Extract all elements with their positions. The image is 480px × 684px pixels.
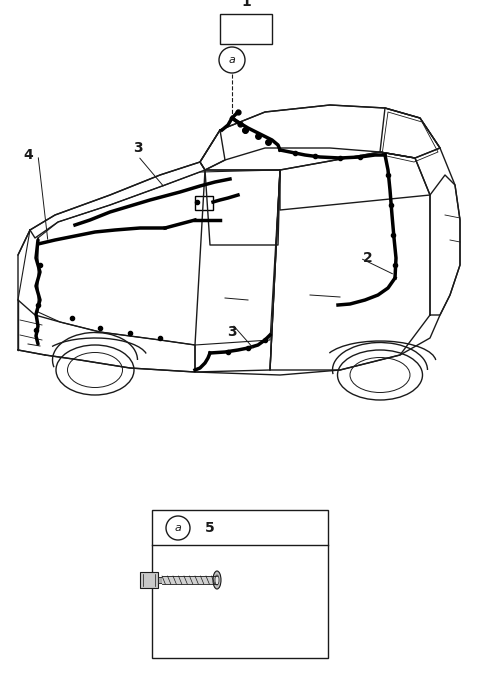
Bar [140,572,158,588]
Text: 1: 1 [241,0,251,9]
Bar [162,576,217,584]
Text: 5: 5 [205,521,215,535]
Text: 4: 4 [23,148,33,162]
Circle shape [219,47,245,73]
Bar [158,577,162,583]
Text: 3: 3 [133,141,143,155]
Ellipse shape [213,571,221,589]
Text: a: a [228,55,235,65]
Text: 3: 3 [227,325,237,339]
Text: 2: 2 [363,251,373,265]
Circle shape [166,516,190,540]
Bar [195,196,213,210]
Ellipse shape [215,575,219,585]
Text: a: a [175,523,181,533]
Bar [220,14,272,44]
Bar [152,510,328,658]
